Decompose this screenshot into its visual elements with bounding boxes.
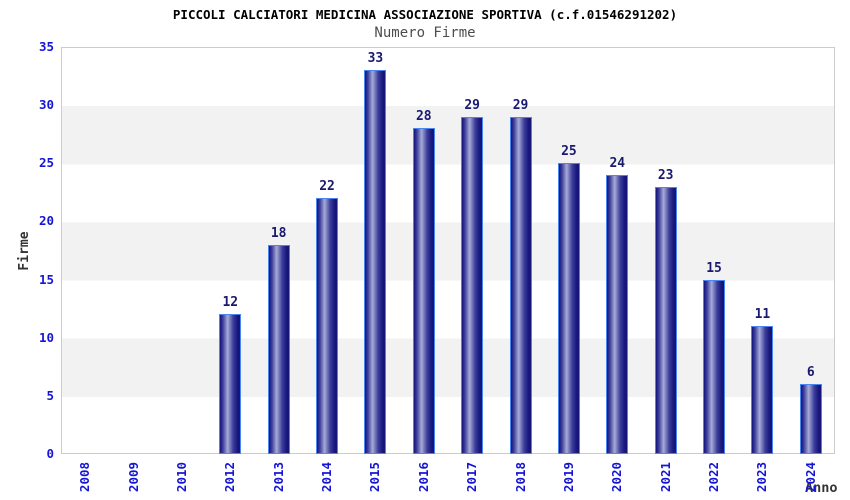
x-axis-title: Anno [805,480,838,496]
x-tick-label: 2020 [609,461,625,493]
bar [364,70,387,454]
y-tick-label: 20 [38,213,54,229]
x-tick-label: 2009 [125,461,141,493]
bar-value-label: 23 [657,167,674,183]
bar-value-label: 12 [222,295,239,311]
bar [703,279,726,454]
chart-title: PICCOLI CALCIATORI MEDICINA ASSOCIAZIONE… [172,7,678,22]
bar [412,128,435,454]
y-tick-label: 35 [38,39,54,54]
bar-value-label: 24 [609,155,626,171]
bar-value-label: 18 [270,225,287,241]
x-tick-label: 2012 [222,461,238,493]
bar-value-label: 29 [464,97,481,113]
bar [799,384,822,454]
y-tick-label: 0 [46,446,54,461]
x-tick-label: 2019 [560,461,576,493]
bar [654,186,677,454]
bar [606,174,629,454]
x-tick-label: 2010 [173,461,189,493]
bar-value-label: 28 [415,109,432,125]
bar [509,116,532,454]
bar [461,116,484,454]
y-tick-label: 25 [38,155,54,171]
x-tick-label: 2016 [415,461,431,493]
x-tick-label: 2022 [706,461,722,493]
bar-value-label: 11 [754,307,771,323]
bar [557,163,580,454]
bar-value-label: 29 [512,97,529,113]
y-tick-label: 5 [46,387,54,403]
x-tick-label: 2021 [657,461,673,493]
x-tick-label: 2008 [77,461,93,493]
y-axis-title: Firme [17,230,32,271]
y-tick-label: 30 [38,97,54,113]
y-tick-label: 15 [38,271,54,287]
bar-value-label: 33 [367,51,384,67]
x-tick-label: 2023 [754,461,770,493]
x-tick-label: 2017 [464,461,480,493]
x-tick-label: 2024 [802,461,818,493]
bar [219,314,242,454]
bar-value-label: 6 [806,365,815,381]
x-tick-label: 2014 [319,461,335,493]
bar [267,244,290,454]
x-tick-label: 2018 [512,461,528,493]
bar-value-label: 22 [319,179,335,195]
bar-value-label: 15 [706,260,722,276]
x-tick-label: 2015 [367,461,383,493]
x-tick-label: 2013 [270,461,286,493]
y-tick-label: 10 [38,329,54,345]
bar [751,326,774,454]
chart-subtitle: Numero Firme [374,25,476,41]
bar [316,198,339,454]
bar-value-label: 25 [561,144,577,160]
